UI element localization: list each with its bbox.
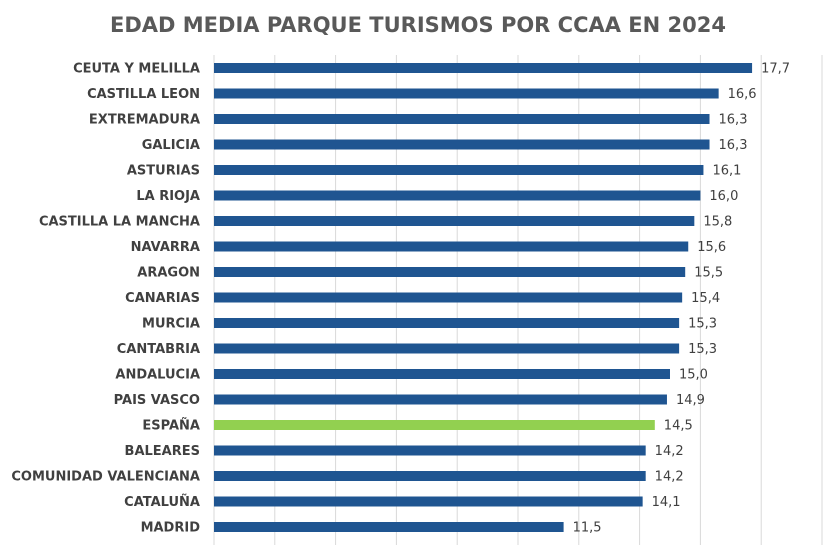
bar-galicia: [214, 139, 710, 150]
category-label: CANARIAS: [125, 291, 200, 306]
category-label: ANDALUCIA: [115, 368, 200, 383]
value-label: 16,3: [719, 138, 748, 153]
category-label: PAIS VASCO: [114, 393, 200, 408]
value-label: 16,0: [709, 189, 738, 204]
bar-ceuta-y-melilla: [214, 63, 753, 73]
bar-asturias: [214, 165, 704, 175]
value-label: 14,2: [655, 444, 684, 459]
bar-baleares: [214, 445, 646, 456]
category-label: GALICIA: [142, 138, 200, 153]
category-label: COMUNIDAD VALENCIANA: [11, 470, 200, 485]
value-label: 16,1: [712, 164, 741, 179]
value-label: 17,7: [761, 62, 790, 77]
bar-cataluña: [214, 496, 643, 507]
bar-la-rioja: [214, 190, 701, 201]
category-label: ARAGON: [137, 266, 200, 281]
category-label: CATALUÑA: [124, 494, 200, 510]
bar-cantabria: [214, 343, 680, 354]
category-label: LA RIOJA: [136, 189, 200, 204]
bar-canarias: [214, 292, 683, 303]
bar-extremadura: [214, 114, 710, 124]
value-label: 11,5: [573, 521, 602, 536]
bar-españa: [214, 420, 655, 430]
chart-title: EDAD MEDIA PARQUE TURISMOS POR CCAA EN 2…: [110, 13, 726, 37]
value-label: 15,4: [691, 291, 720, 306]
bar-comunidad-valenciana: [214, 471, 646, 481]
value-label: 14,9: [676, 393, 705, 408]
value-label: 14,2: [655, 470, 684, 485]
category-label: MADRID: [141, 521, 201, 536]
value-label: 14,5: [664, 419, 693, 434]
category-label: CANTABRIA: [117, 342, 200, 357]
value-label: 15,6: [697, 240, 726, 255]
category-label: BALEARES: [125, 444, 200, 459]
category-label: EXTREMADURA: [89, 113, 200, 128]
category-label: MURCIA: [142, 317, 200, 332]
value-label: 15,3: [688, 317, 717, 332]
value-label: 14,1: [652, 495, 681, 510]
value-label: 15,3: [688, 342, 717, 357]
category-label: ESPAÑA: [142, 418, 200, 434]
value-label: 15,8: [703, 215, 732, 230]
bar-navarra: [214, 241, 689, 252]
bar-andalucia: [214, 369, 670, 379]
category-label: CASTILLA LEON: [87, 87, 200, 102]
category-label: CEUTA Y MELILLA: [73, 62, 200, 77]
bar-pais-vasco: [214, 394, 667, 405]
bar-aragon: [214, 267, 686, 277]
bar-madrid: [214, 522, 564, 532]
bar-castilla-leon: [214, 88, 719, 99]
value-label: 15,5: [694, 266, 723, 281]
category-label: NAVARRA: [131, 240, 200, 255]
bars: [214, 63, 753, 532]
category-label: ASTURIAS: [127, 164, 200, 179]
value-label: 16,3: [719, 113, 748, 128]
category-labels: CEUTA Y MELILLA CASTILLA LEON EXTREMADURA G…: [11, 62, 200, 536]
value-label: 15,0: [679, 368, 708, 383]
value-label: 16,6: [728, 87, 757, 102]
bar-murcia: [214, 318, 680, 328]
bar-castilla-la-mancha: [214, 216, 695, 226]
value-labels: 17,7 16,6 16,3 16,3 16,1 16,0 15,8 15,6 15,5 15,4…: [573, 62, 790, 536]
category-label: CASTILLA LA MANCHA: [39, 215, 200, 230]
